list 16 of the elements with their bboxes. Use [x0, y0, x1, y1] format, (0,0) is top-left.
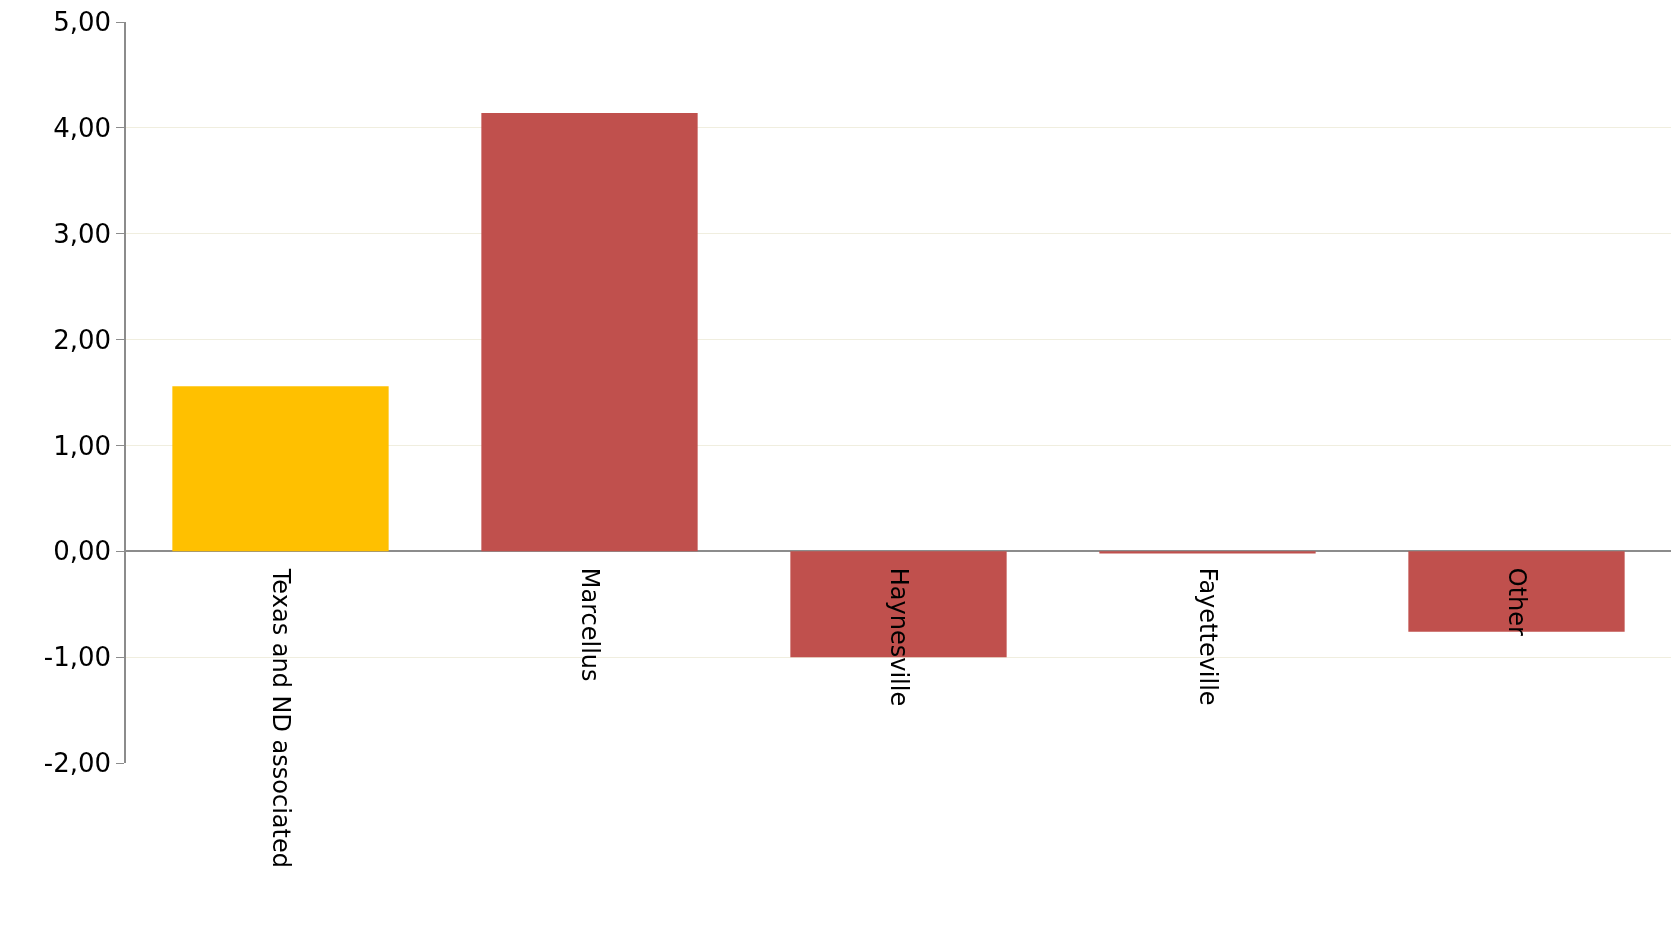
y-tick-label: -1,00: [43, 642, 112, 673]
x-tick-label: Marcellus: [575, 567, 604, 682]
x-tick-label: Haynesville: [884, 567, 913, 707]
y-tick-label: 2,00: [53, 324, 112, 355]
x-tick-label: Other: [1502, 567, 1531, 637]
y-tick-label: -2,00: [43, 748, 112, 779]
y-tick-label: 4,00: [53, 112, 112, 143]
bar: [481, 113, 698, 552]
y-tick-label: 3,00: [53, 218, 112, 249]
bar: [1099, 551, 1316, 554]
y-tick-label: 1,00: [53, 430, 112, 461]
x-tick-label: Texas and ND associated: [266, 567, 295, 868]
bar: [172, 386, 389, 552]
y-tick-label: 5,00: [53, 7, 112, 38]
y-tick-label: 0,00: [53, 536, 112, 567]
x-tick-label: Fayetteville: [1193, 567, 1222, 706]
